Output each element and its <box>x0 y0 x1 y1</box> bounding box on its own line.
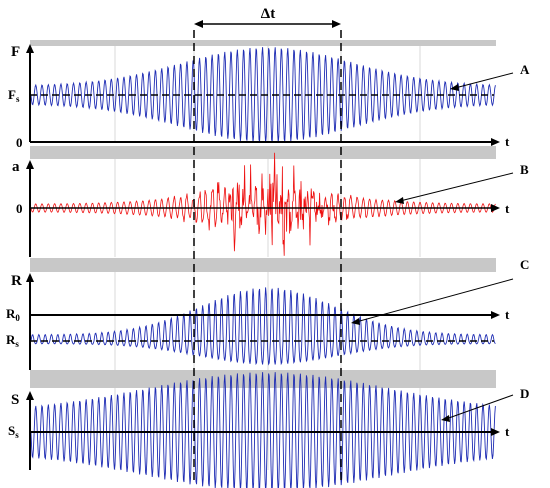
s-reference-letter: S <box>8 423 15 438</box>
callout-c-arrowhead <box>351 318 360 325</box>
a-zero-label: 0 <box>16 201 23 216</box>
panel-f-bottom-band <box>30 146 496 155</box>
a-axis-label: a <box>12 159 20 175</box>
f-time-label: t <box>505 134 510 149</box>
s-time-arrowhead <box>491 428 500 436</box>
callout-a-leader <box>455 73 513 88</box>
callout-d-leader <box>446 395 513 419</box>
callout-a-label: A <box>520 62 530 77</box>
callout-d-label: D <box>520 386 529 401</box>
r-time-arrowhead <box>491 311 500 319</box>
delta-t-label: Δt <box>261 6 275 22</box>
a-axis-arrowhead <box>26 160 34 169</box>
f-time-arrowhead <box>491 138 500 146</box>
panel-f-top-band <box>30 40 496 46</box>
callout-b-leader <box>400 173 513 201</box>
acceleration-waveform <box>31 153 495 256</box>
r-reference-label: R0 <box>6 306 20 323</box>
a-time-label: t <box>505 201 510 216</box>
r-sub-subscript: s <box>15 339 19 349</box>
displacement-waveform <box>31 372 495 488</box>
callout-a-arrowhead <box>450 84 459 91</box>
s-axis-label: S <box>11 392 19 408</box>
f-reference-label: Fs <box>8 87 20 104</box>
callout-b-label: B <box>520 162 529 177</box>
r-axis-label: R <box>11 273 22 289</box>
f-reference-subscript: s <box>16 94 20 104</box>
callout-b-arrowhead <box>395 197 404 204</box>
r-time-label: t <box>505 307 510 322</box>
callout-d-arrowhead <box>441 415 450 422</box>
delta-t-left-arrowhead <box>194 20 203 28</box>
s-reference-subscript: s <box>15 430 19 440</box>
callout-c-label: C <box>520 257 529 272</box>
callout-leaders <box>351 73 513 422</box>
panel-r-top-band <box>30 268 496 272</box>
delta-t-right-arrowhead <box>332 20 341 28</box>
f-axis-label: F <box>11 44 20 60</box>
a-time-arrowhead <box>491 204 500 212</box>
r-axis-arrowhead <box>26 273 34 282</box>
f-zero-label: 0 <box>16 135 23 150</box>
panel-a-bottom-band <box>30 258 496 268</box>
s-axis-arrowhead <box>26 391 34 400</box>
r-sub-label: Rs <box>6 332 19 349</box>
f-reference-letter: F <box>8 87 16 102</box>
s-time-label: t <box>505 424 510 439</box>
s-reference-label: Ss <box>8 423 19 440</box>
r-reference-subscript: 0 <box>15 313 20 323</box>
panel-a-top-band <box>30 155 496 159</box>
resistance-waveform <box>31 287 495 364</box>
